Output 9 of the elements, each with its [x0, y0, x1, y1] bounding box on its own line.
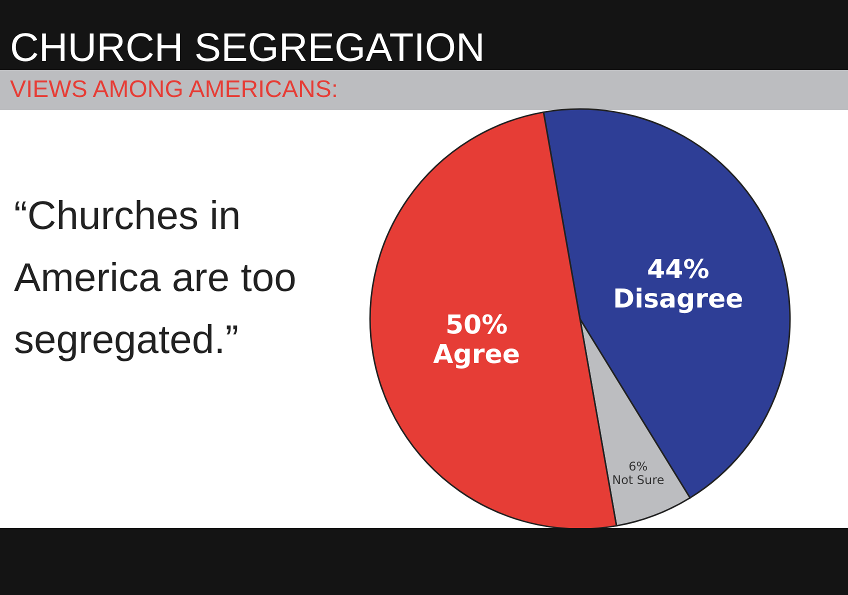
slice-label: Not Sure: [612, 473, 664, 488]
text: “Churches in America are too segregated.”: [14, 193, 298, 364]
text: VIEWS AMONG AMERICANS:: [10, 76, 338, 104]
slice-label: Disagree: [613, 284, 744, 315]
data-label: 50%: [445, 310, 508, 340]
data-label: 44%: [647, 254, 710, 285]
data-label: 6%: [628, 459, 648, 474]
slice-label: Agree: [433, 340, 520, 370]
chart-title: CHURCH SEGREGATION: [10, 26, 485, 70]
